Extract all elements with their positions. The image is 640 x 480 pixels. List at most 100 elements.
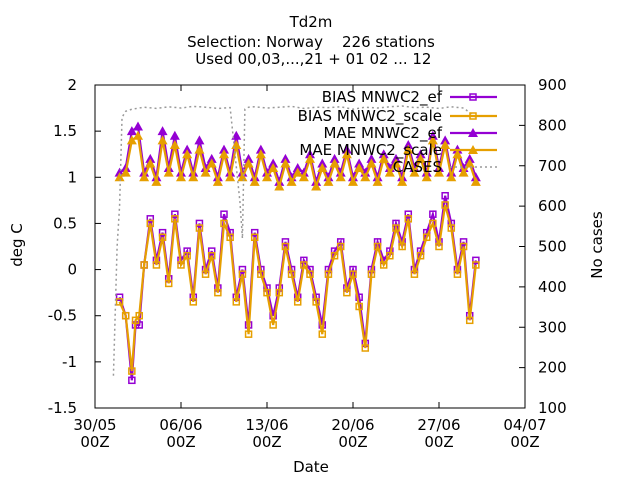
x-tick-label: 04/07 bbox=[503, 416, 546, 434]
series-point bbox=[379, 261, 388, 269]
series-point bbox=[323, 176, 334, 186]
series-point bbox=[163, 167, 174, 177]
series-point bbox=[225, 172, 236, 182]
x-tick-label-hour: 00Z bbox=[252, 433, 281, 451]
x-tick-label: 06/06 bbox=[159, 416, 202, 434]
series-point bbox=[206, 153, 217, 163]
series-point bbox=[188, 172, 199, 182]
series-point bbox=[287, 270, 296, 278]
y2-tick-label: 400 bbox=[538, 278, 567, 296]
x-tick-label-hour: 00Z bbox=[424, 433, 453, 451]
series-point bbox=[470, 172, 481, 182]
series-point bbox=[464, 153, 475, 163]
series-point bbox=[176, 172, 186, 182]
series-point bbox=[311, 181, 322, 191]
y2-tick-label: 300 bbox=[538, 318, 567, 336]
series-point bbox=[219, 144, 229, 154]
series-point bbox=[453, 270, 462, 278]
series-point bbox=[195, 219, 204, 228]
y-tick-label: 2 bbox=[67, 76, 77, 94]
series-point bbox=[145, 158, 156, 168]
series-point bbox=[293, 298, 302, 306]
chart-subtitle-2: Used 00,03,...,21 + 01 02 ... 12 bbox=[191, 50, 432, 68]
x-tick-label-hour: 00Z bbox=[338, 433, 367, 451]
series-point bbox=[427, 135, 438, 145]
series-point bbox=[189, 298, 198, 306]
series-point bbox=[360, 172, 371, 182]
series-point bbox=[263, 288, 271, 297]
series-point bbox=[243, 158, 254, 168]
legend-label: MAE MNWC2_scale bbox=[299, 141, 442, 160]
series-point bbox=[268, 163, 279, 173]
series-point bbox=[415, 153, 426, 163]
series-point bbox=[373, 242, 382, 251]
legend-label: BIAS MNWC2_ef bbox=[322, 88, 443, 107]
y-axis-label: deg C bbox=[8, 223, 26, 267]
series-point bbox=[128, 367, 136, 375]
series-point bbox=[188, 167, 199, 177]
series-point bbox=[329, 158, 340, 168]
series-point bbox=[157, 126, 168, 136]
series-point bbox=[470, 176, 481, 186]
series-point bbox=[403, 144, 414, 154]
series-point bbox=[378, 153, 389, 163]
series-point bbox=[126, 126, 137, 136]
series-point bbox=[115, 298, 124, 306]
series-point bbox=[121, 311, 130, 320]
series-point bbox=[409, 163, 420, 173]
series-point bbox=[128, 376, 136, 385]
series-point bbox=[114, 172, 125, 182]
x-tick-label-hour: 00Z bbox=[166, 433, 195, 451]
series-point bbox=[257, 270, 265, 278]
series-point bbox=[280, 158, 291, 168]
series-point bbox=[367, 270, 376, 278]
series-point bbox=[317, 163, 328, 173]
series-point bbox=[465, 316, 474, 325]
series-point bbox=[404, 215, 413, 223]
series-point bbox=[403, 139, 414, 149]
series-point bbox=[120, 167, 131, 177]
x-tick-label-hour: 00Z bbox=[510, 433, 539, 451]
series-point bbox=[372, 172, 383, 182]
series-point bbox=[459, 242, 468, 251]
series-point bbox=[212, 172, 223, 182]
series-4 bbox=[112, 105, 477, 376]
series-point bbox=[206, 158, 217, 168]
series-point bbox=[421, 172, 432, 182]
series-point bbox=[458, 167, 469, 177]
series-point bbox=[158, 228, 167, 237]
series-point bbox=[292, 163, 303, 173]
series-point bbox=[207, 247, 216, 255]
legend-swatch-marker bbox=[468, 128, 478, 137]
series-point bbox=[244, 330, 253, 338]
series-point bbox=[366, 158, 377, 168]
series-point bbox=[146, 215, 155, 223]
series-point bbox=[312, 298, 320, 306]
x-axis: 30/0500Z06/0600Z13/0600Z20/0600Z27/0600Z… bbox=[73, 85, 547, 451]
series-point bbox=[268, 158, 279, 168]
series-point bbox=[262, 172, 272, 182]
series-point bbox=[157, 135, 168, 145]
x-tick-label-hour: 00Z bbox=[80, 433, 109, 451]
series-point bbox=[305, 153, 315, 163]
series-point bbox=[410, 270, 419, 278]
legend-swatch-marker bbox=[469, 93, 477, 101]
series-point bbox=[435, 242, 443, 251]
series-line bbox=[112, 105, 477, 376]
series-point bbox=[292, 167, 303, 177]
series-point bbox=[146, 219, 155, 228]
series-line bbox=[118, 195, 477, 381]
series-point bbox=[329, 153, 340, 163]
series-point bbox=[348, 176, 358, 186]
y2-tick-label: 800 bbox=[538, 116, 567, 134]
y-tick-label: 1 bbox=[67, 168, 77, 186]
series-point bbox=[249, 176, 260, 186]
series-point bbox=[298, 172, 309, 182]
series-point bbox=[164, 279, 173, 288]
series-point bbox=[274, 176, 285, 186]
series-point bbox=[404, 210, 413, 218]
series-point bbox=[274, 181, 285, 191]
series-point bbox=[269, 311, 277, 320]
series-point bbox=[305, 149, 315, 159]
series-point bbox=[177, 261, 185, 269]
